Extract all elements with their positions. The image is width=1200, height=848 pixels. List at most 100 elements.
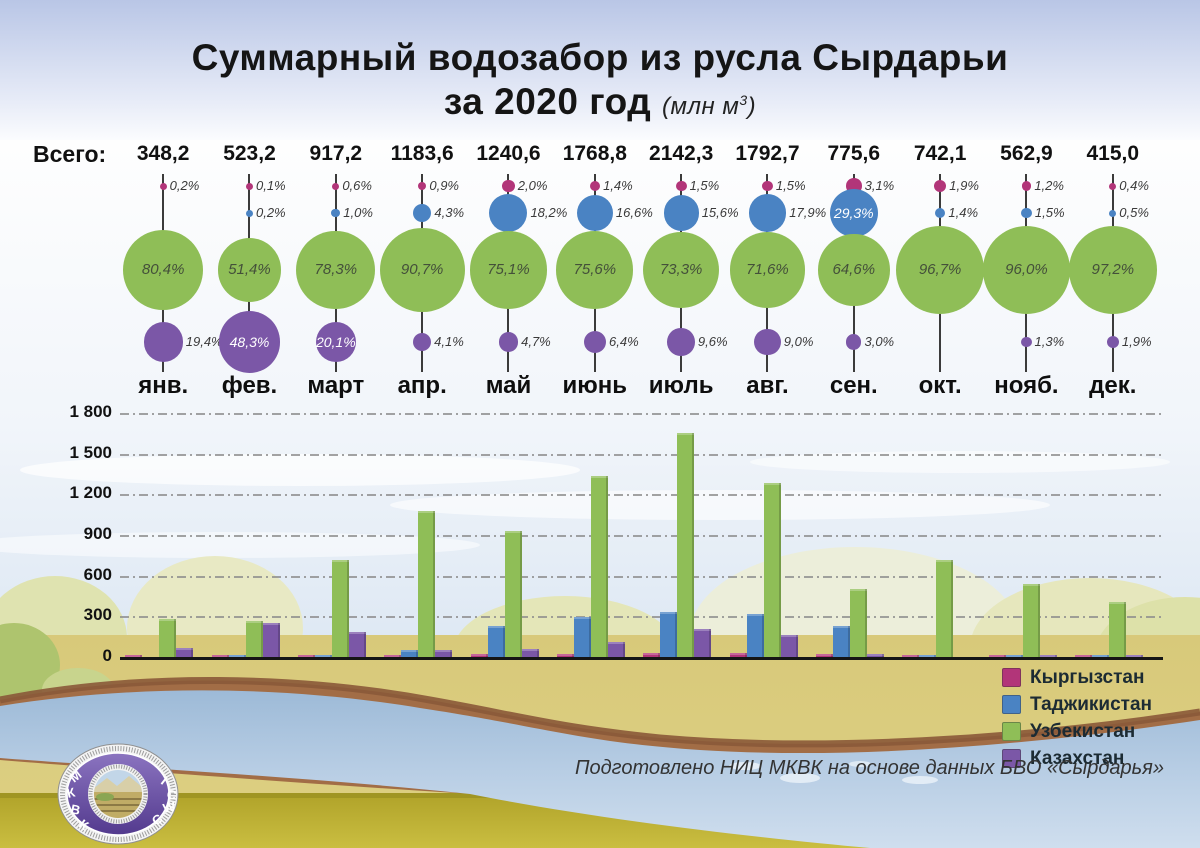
bar-kyrgyzstan (815, 653, 833, 657)
month-label: сен. (829, 372, 878, 399)
legend-swatch (1002, 749, 1021, 768)
monthly-total: 562,9 (1000, 142, 1053, 165)
bar-chart-y-axis: 1 800 1 500 1 200 900 600 300 0 (26, 402, 112, 665)
logo-text-ring (60, 746, 176, 842)
bubble-kazakhstan (413, 332, 432, 351)
bubble-label: 0,9% (429, 178, 459, 193)
bubble-uzbekistan (1068, 226, 1157, 314)
bar-tajikistan (660, 611, 678, 657)
gridline (120, 575, 1163, 578)
bubble-column: 0,6% 1,0% 78,3% 20,1% (293, 168, 379, 374)
bubble-column: 0,2% 80,4% 19,4% (120, 168, 223, 374)
monthly-total: 1240,6 (476, 142, 541, 165)
bar-uzbekistan (849, 589, 867, 657)
bubble-label: 0,6% (342, 178, 372, 193)
bubble-kyrgyzstan (675, 180, 687, 192)
header-gradient (0, 0, 1200, 140)
bubble-kazakhstan (143, 322, 183, 362)
bubble-label: 1,4% (948, 205, 979, 220)
bubble-kazakhstan (315, 322, 356, 362)
bubble-label: 96,7% (918, 261, 962, 278)
bubble-uzbekistan (982, 226, 1071, 314)
bubble-tajikistan (1020, 207, 1032, 219)
y-tick-label: 0 (102, 646, 112, 665)
bar-kyrgyzstan (211, 655, 229, 657)
cloud (390, 490, 1050, 520)
bubble-kazakhstan (218, 311, 281, 373)
bubble-label: 1,3% (1034, 334, 1065, 349)
bar-uzbekistan (159, 619, 177, 657)
y-tick-label: 600 (83, 564, 112, 584)
cloud (0, 532, 480, 558)
bar-uzbekistan (763, 483, 781, 657)
bubble-kyrgyzstan (589, 180, 601, 192)
month-label: июль (648, 372, 714, 399)
bubble-label: 75,1% (487, 261, 530, 278)
month-label: дек. (1089, 372, 1137, 399)
legend-label: Узбекистан (1030, 720, 1136, 742)
bar-tajikistan (746, 613, 764, 657)
bar-tajikistan (228, 655, 246, 657)
y-tick-label: 300 (83, 605, 112, 625)
bubble-uzbekistan (469, 231, 548, 309)
bar-kyrgyzstan (729, 653, 747, 657)
bar-kazakhstan (1125, 655, 1143, 657)
bubble-label: 1,2% (1034, 178, 1064, 193)
bubble-label: 1,0% (343, 205, 373, 220)
bubble-column: 1,9% 1,4% 96,7% (896, 168, 984, 374)
bar-tajikistan (1091, 655, 1109, 657)
month-label: май (485, 372, 532, 399)
bubble-label: 73,3% (659, 261, 703, 278)
logo-letter: W (162, 799, 178, 816)
bubble-label: 75,6% (573, 261, 617, 278)
bar-kazakhstan (607, 641, 625, 657)
page-title: Суммарный водозабор из русла Сырдарьи за… (0, 36, 1200, 125)
river-highlight (902, 776, 938, 784)
bubble-kazakhstan (1021, 336, 1032, 348)
bar-kyrgyzstan (297, 655, 315, 657)
bubble-kazakhstan (754, 328, 781, 356)
bubble-tajikistan (829, 188, 878, 238)
river-highlight (729, 762, 761, 770)
y-tick-label: 900 (83, 524, 112, 543)
bubble-label: 96,0% (1005, 261, 1048, 278)
month-label: янв. (138, 372, 189, 399)
monthly-total: 523,2 (223, 142, 276, 165)
bubble-label: 6,4% (609, 334, 639, 349)
gridline (120, 535, 1163, 537)
bubble-uzbekistan (296, 230, 376, 310)
river-highlight (849, 761, 871, 767)
river-bank-edge (0, 676, 1200, 748)
bar-tajikistan (919, 655, 937, 657)
bar-uzbekistan (1108, 602, 1126, 657)
bar-kazakhstan (1039, 655, 1057, 657)
bubble-column: 1,2% 1,5% 96,0% 1,3% (982, 168, 1071, 374)
title-line-2: за 2020 год (млн м3) (443, 81, 757, 123)
title-line-1: Суммарный водозабор из русла Сырдарьи (191, 37, 1009, 78)
bubble-label: 71,6% (746, 261, 789, 278)
title-unit: (млн м3) (662, 92, 757, 121)
bubble-label: 4,7% (521, 334, 551, 349)
bar-uzbekistan (418, 511, 436, 657)
month-axis: янв. фев. март апр. май июнь июль авг. сен. окт. н… (120, 372, 1156, 400)
legend-swatch (1002, 695, 1021, 714)
bubble-column: 1,5% 17,9% 71,6% 9,0% (724, 168, 826, 374)
bubble-share-chart: 0,2% 80,4% 19,4% 0,1% 0,2% 51,4% 48,3% 0,6% 1,0%… (120, 168, 1157, 374)
bubble-kyrgyzstan (245, 182, 253, 190)
logo-letter: К (65, 785, 76, 801)
legend-item-tajikistan: Таджикистан (1002, 691, 1152, 718)
bubble-uzbekistan (729, 232, 806, 308)
bar-kazakhstan (262, 622, 280, 657)
legend-item-kyrgyzstan: Кыргызстан (1002, 664, 1152, 691)
bar-tajikistan (1005, 655, 1023, 657)
bubble-label: 1,5% (1034, 205, 1065, 220)
bubble-tajikistan (245, 209, 253, 217)
bubble-label: 0,2% (169, 178, 200, 193)
bar-kazakhstan (694, 629, 712, 657)
bubble-label: 64,6% (832, 261, 876, 278)
monthly-total: 1792,7 (735, 142, 800, 165)
bar-uzbekistan (331, 559, 349, 657)
logo-landscape (94, 770, 142, 818)
